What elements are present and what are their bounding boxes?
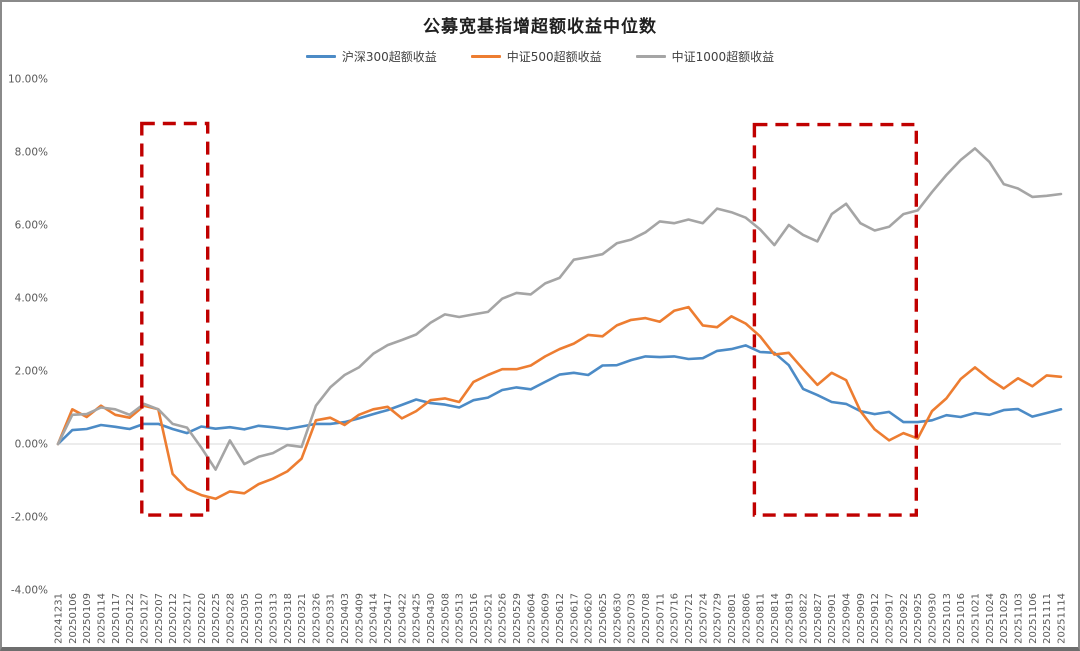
x-axis-tick-label: 20250526: [498, 593, 509, 644]
x-axis-tick-label: 20250711: [655, 593, 666, 644]
x-axis-tick-label: 20250904: [842, 593, 853, 644]
legend-label-csi1000: 中证1000超额收益: [671, 50, 775, 64]
y-axis-tick-label: -2.00%: [11, 512, 48, 524]
x-axis-tick-label: 20250321: [297, 593, 308, 644]
x-axis-tick-label: 20250305: [240, 593, 251, 644]
x-axis-tick-label: 20250625: [598, 593, 609, 644]
x-axis-tick-label: 20251021: [971, 593, 982, 644]
x-axis-tick-label: 20250228: [225, 593, 236, 644]
x-axis-tick-label: 20250430: [426, 593, 437, 644]
x-axis-tick-label: 20251103: [1014, 593, 1025, 644]
x-axis-tick-label: 20250114: [97, 593, 108, 644]
x-axis-tick-label: 20250811: [756, 593, 767, 644]
x-axis-tick-label: 20250212: [168, 593, 179, 644]
y-axis-tick-label: 0.00%: [15, 439, 48, 451]
x-axis-tick-label: 20250106: [68, 593, 79, 644]
x-axis-tick-label: 20250925: [913, 593, 924, 644]
x-axis-tick-label: 20250612: [555, 593, 566, 644]
legend-item-csi300: 沪深300超额收益: [305, 48, 437, 65]
x-axis-tick-label: 20251024: [985, 593, 996, 644]
x-axis-tick-label: 20250721: [684, 593, 695, 644]
x-axis-tick-label: 20250822: [799, 593, 810, 644]
x-axis-tick-label: 20250414: [369, 593, 380, 644]
x-axis-tick-label: 20250529: [512, 593, 523, 644]
x-axis-tick-label: 20250403: [340, 593, 351, 644]
legend-item-csi500: 中证500超额收益: [470, 48, 602, 65]
x-axis-tick-label: 20250217: [183, 593, 194, 644]
series-line-csi300: [56, 344, 1063, 446]
x-axis-tick-label: 20250806: [741, 593, 752, 644]
x-axis-tick-label: 20250117: [111, 593, 122, 644]
x-axis-tick-label: 20250617: [569, 593, 580, 644]
x-axis-tick-label: 20250220: [197, 593, 208, 644]
highlight-box-1: [140, 121, 210, 517]
x-axis-tick-label: 20250609: [541, 593, 552, 644]
x-axis-tick-label: 20250922: [899, 593, 910, 644]
legend: 沪深300超额收益 中证500超额收益 中证1000超额收益: [2, 48, 1078, 65]
y-axis-tick-label: 2.00%: [15, 366, 48, 378]
legend-label-csi300: 沪深300超额收益: [341, 50, 437, 64]
x-axis-tick-label: 20250912: [870, 593, 881, 644]
x-axis-tick-label: 20250801: [727, 593, 738, 644]
x-axis-tick-label: 20250909: [856, 593, 867, 644]
legend-line-swatch-csi300: [305, 55, 336, 58]
x-axis-tick-label: 20250729: [713, 593, 724, 644]
x-axis-tick-label: 20250917: [885, 593, 896, 644]
x-axis-tick-label: 20250109: [82, 593, 93, 644]
x-axis-tick-label: 20250620: [584, 593, 595, 644]
x-axis-tick-label: 20250417: [383, 593, 394, 644]
x-axis-tick-label: 20250703: [627, 593, 638, 644]
legend-item-csi1000: 中证1000超额收益: [635, 48, 775, 65]
x-axis-tick-label: 20250901: [827, 593, 838, 644]
y-axis-tick-label: 6.00%: [15, 220, 48, 232]
x-axis-tick-label: 20250521: [483, 593, 494, 644]
x-axis-tick-label: 20250409: [354, 593, 365, 644]
x-axis-tick-label: 20250724: [698, 593, 709, 644]
chart-title: 公募宽基指增超额收益中位数: [423, 17, 657, 37]
x-axis-tick-label: 20250318: [283, 593, 294, 644]
x-axis-tick-label: 20250819: [784, 593, 795, 644]
x-axis-tick-label: 20250326: [311, 593, 322, 644]
x-axis-tick-label: 20250313: [268, 593, 279, 644]
x-axis-tick-label: 20250516: [469, 593, 480, 644]
x-axis-tick-label: 20241231: [54, 593, 65, 644]
y-axis-tick-label: 4.00%: [15, 293, 48, 305]
x-axis-tick-label: 20250310: [254, 593, 265, 644]
highlight-box-2: [752, 122, 919, 517]
series-line-csi1000: [56, 147, 1063, 471]
x-axis-tick-label: 20250814: [770, 593, 781, 644]
y-axis-tick-label: -4.00%: [11, 585, 48, 597]
x-axis-tick-label: 20250930: [928, 593, 939, 644]
x-axis-tick-label: 20250827: [813, 593, 824, 644]
series-line-csi500: [56, 305, 1063, 501]
x-axis-tick-label: 20250225: [211, 593, 222, 644]
legend-label-csi500: 中证500超额收益: [506, 50, 602, 64]
x-axis-tick-label: 20251111: [1042, 593, 1053, 644]
x-axis-tick-label: 20251029: [999, 593, 1010, 644]
x-axis-tick-label: 20250331: [326, 593, 337, 644]
x-axis-tick-label: 20250508: [440, 593, 451, 644]
y-axis-tick-label: 8.00%: [15, 147, 48, 159]
x-axis-tick-label: 20250708: [641, 593, 652, 644]
x-axis-tick-label: 20250207: [154, 593, 165, 644]
legend-line-swatch-csi500: [470, 55, 501, 58]
x-axis-tick-label: 20250604: [526, 593, 537, 644]
x-axis-tick-label: 20250422: [397, 593, 408, 644]
x-axis-tick-label: 20250513: [455, 593, 466, 644]
x-axis-tick-label: 20251016: [956, 593, 967, 644]
x-axis-tick-label: 20251013: [942, 593, 953, 644]
y-axis-tick-label: 10.00%: [8, 74, 48, 86]
x-axis-tick-label: 20250127: [140, 593, 151, 644]
x-axis-tick-label: 20250122: [125, 593, 136, 644]
x-axis-tick-label: 20251114: [1057, 593, 1068, 644]
legend-line-swatch-csi1000: [635, 55, 666, 58]
x-axis-tick-label: 20250425: [412, 593, 423, 644]
x-axis-tick-label: 20250630: [612, 593, 623, 644]
x-axis-tick-label: 20251106: [1028, 593, 1039, 644]
x-axis-tick-label: 20250716: [670, 593, 681, 644]
